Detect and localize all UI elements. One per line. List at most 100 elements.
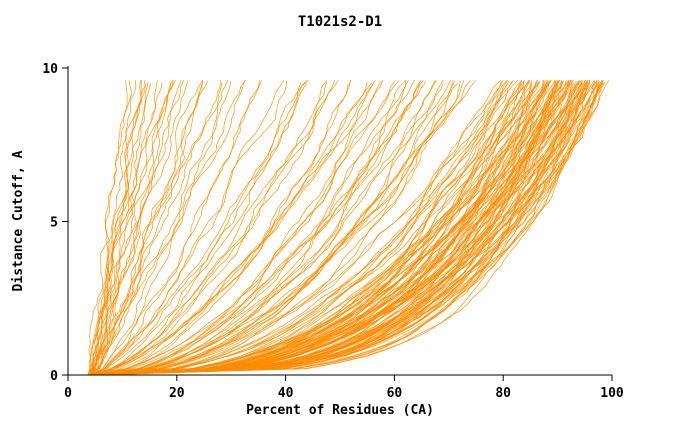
model-curve xyxy=(87,80,589,376)
model-curve xyxy=(91,80,284,376)
model-curve xyxy=(96,83,147,376)
model-curve xyxy=(96,80,336,376)
model-curve xyxy=(88,82,223,376)
model-curve xyxy=(90,81,577,376)
curves-group xyxy=(86,80,610,376)
model-curve xyxy=(97,80,384,376)
y-tick-label: 5 xyxy=(50,216,58,231)
model-curve xyxy=(89,80,541,376)
model-curve xyxy=(87,80,221,376)
model-curve xyxy=(96,82,163,376)
model-curve xyxy=(94,81,563,376)
model-curve xyxy=(88,80,513,376)
model-curve xyxy=(91,80,309,376)
chart-title: T1021s2-D1 xyxy=(298,14,382,30)
model-curve xyxy=(89,80,572,376)
model-curve xyxy=(94,82,458,376)
model-curve xyxy=(89,80,570,376)
model-curve xyxy=(94,80,562,376)
model-curve xyxy=(96,80,351,376)
model-curve xyxy=(88,80,424,376)
model-curve xyxy=(94,80,519,376)
model-curve xyxy=(89,80,453,376)
model-curve xyxy=(90,80,204,376)
model-curve xyxy=(89,80,452,376)
model-curve xyxy=(95,80,260,376)
model-curve xyxy=(96,82,603,376)
model-curve xyxy=(88,82,368,376)
model-curve xyxy=(90,80,396,376)
model-curve xyxy=(88,82,375,376)
model-curve xyxy=(93,80,603,376)
model-curve xyxy=(91,82,149,376)
model-curve xyxy=(91,82,588,376)
axes-group: 0 20 40 60 80 100 0 5 10 xyxy=(42,62,624,401)
model-curve xyxy=(90,80,610,376)
model-curve xyxy=(96,80,142,376)
model-curve xyxy=(87,80,531,376)
model-curve xyxy=(97,83,583,376)
y-tick-label: 0 xyxy=(50,369,58,384)
model-curve xyxy=(95,80,415,376)
model-curve xyxy=(93,80,189,376)
model-curve xyxy=(96,80,552,376)
model-curve xyxy=(93,82,302,376)
model-curve xyxy=(88,80,508,376)
model-curve xyxy=(90,80,288,376)
model-curve xyxy=(96,80,465,376)
model-curve xyxy=(94,82,308,376)
model-curve xyxy=(93,80,595,376)
model-curve xyxy=(91,80,573,376)
model-curve xyxy=(97,80,461,376)
model-curve xyxy=(93,81,509,376)
model-curve xyxy=(91,80,174,376)
model-curve xyxy=(90,80,307,376)
model-curve xyxy=(90,80,376,376)
x-tick-label: 0 xyxy=(64,386,72,401)
model-curve xyxy=(95,80,262,376)
y-tick-label: 10 xyxy=(42,62,58,77)
model-curve xyxy=(95,80,591,376)
model-curve xyxy=(92,80,561,376)
model-curve xyxy=(90,80,400,376)
x-tick-label: 80 xyxy=(495,386,511,401)
model-curve xyxy=(93,83,533,376)
model-curve xyxy=(92,80,146,376)
y-axis-label: Distance Cutoff, A xyxy=(11,150,26,291)
model-curve xyxy=(96,83,580,376)
model-curve xyxy=(87,80,564,376)
model-curve xyxy=(95,80,570,376)
model-curve xyxy=(89,80,245,376)
model-curve xyxy=(95,80,407,376)
x-tick-label: 20 xyxy=(169,386,185,401)
model-curve xyxy=(88,81,606,376)
model-curve xyxy=(91,80,586,376)
x-tick-label: 60 xyxy=(387,386,403,401)
model-curve xyxy=(95,81,427,376)
model-curve xyxy=(94,82,538,376)
model-curve xyxy=(91,80,589,376)
model-curve xyxy=(95,80,229,376)
model-curve xyxy=(88,80,501,376)
model-curve xyxy=(88,80,174,376)
model-curve xyxy=(96,80,604,376)
model-curve xyxy=(88,80,525,376)
model-curve xyxy=(96,80,185,376)
model-curve xyxy=(87,81,588,376)
model-curve xyxy=(95,80,409,376)
model-curve xyxy=(89,81,600,376)
model-curve xyxy=(96,80,436,376)
model-curve xyxy=(87,80,182,376)
model-curve xyxy=(86,80,549,376)
model-curve xyxy=(88,80,128,376)
model-curve xyxy=(87,82,509,376)
model-curve xyxy=(88,80,522,376)
model-curve xyxy=(96,80,514,376)
model-curve xyxy=(87,80,158,376)
model-curve xyxy=(95,80,437,376)
model-curve xyxy=(90,80,246,376)
model-curve xyxy=(89,82,595,376)
model-curve xyxy=(91,81,328,376)
model-curve xyxy=(87,80,137,376)
